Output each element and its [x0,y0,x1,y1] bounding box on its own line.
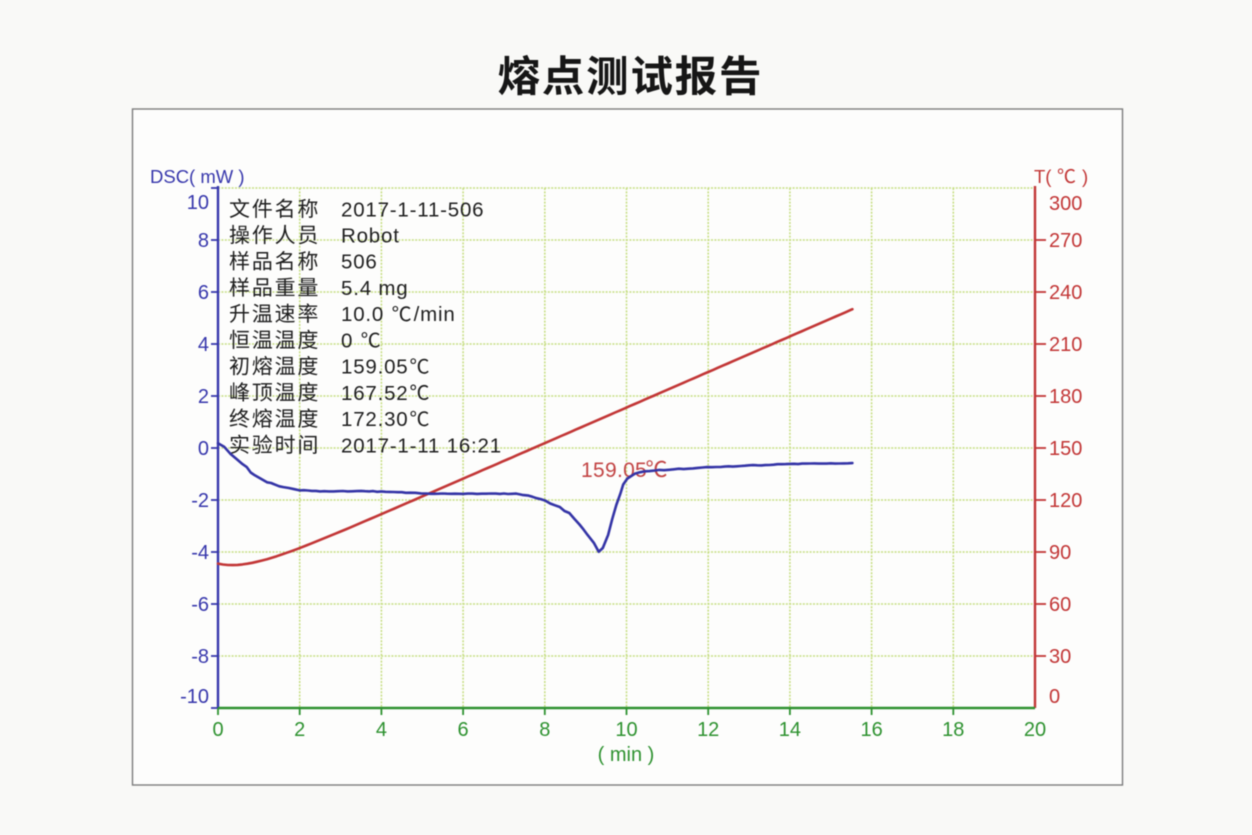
svg-text:8: 8 [539,719,550,741]
svg-text:240: 240 [1049,282,1082,304]
svg-text:DSC( mW ): DSC( mW ) [150,166,245,187]
svg-text:150: 150 [1049,438,1082,460]
svg-text:4: 4 [376,719,387,741]
svg-text:2017-1-11-506: 2017-1-11-506 [341,198,484,221]
svg-text:5.4 mg: 5.4 mg [341,277,408,300]
svg-text:16: 16 [860,719,882,741]
svg-text:167.52: 167.52 [341,382,409,405]
svg-text:-2: -2 [191,490,209,512]
svg-text:0: 0 [198,438,209,460]
svg-text:14: 14 [779,719,801,741]
svg-text:20: 20 [1024,719,1046,741]
svg-text:( min ): ( min ) [598,744,655,766]
svg-text:12: 12 [697,719,719,741]
svg-text:-6: -6 [191,594,209,616]
svg-text:0: 0 [212,719,223,741]
svg-text:-10: -10 [180,686,209,708]
svg-text:120: 120 [1049,490,1082,512]
svg-text:159.05: 159.05 [341,356,409,379]
svg-text:6: 6 [198,282,209,304]
svg-text:90: 90 [1049,542,1071,564]
svg-text:8: 8 [198,230,209,252]
svg-text:180: 180 [1049,386,1082,408]
svg-text:-4: -4 [191,542,209,564]
svg-text:/min: /min [414,303,456,326]
svg-text:30: 30 [1049,646,1071,668]
svg-text:2017-1-11 16:21: 2017-1-11 16:21 [341,434,502,457]
svg-text:-8: -8 [191,646,209,668]
svg-text:506: 506 [341,251,378,274]
svg-text:0: 0 [341,329,353,352]
svg-text:6: 6 [458,719,469,741]
svg-text:0: 0 [1049,686,1060,708]
svg-text:Robot: Robot [341,225,400,248]
svg-text:270: 270 [1049,230,1082,252]
svg-text:172.30: 172.30 [341,408,409,431]
svg-text:2: 2 [294,719,305,741]
svg-text:18: 18 [942,719,964,741]
svg-text:10.0: 10.0 [341,303,384,326]
svg-text:210: 210 [1049,334,1082,356]
svg-text:2: 2 [198,386,209,408]
svg-text:300: 300 [1049,193,1082,215]
svg-text:10: 10 [187,192,209,214]
svg-text:4: 4 [198,334,209,356]
svg-text:60: 60 [1049,594,1071,616]
svg-text:10: 10 [615,719,637,741]
svg-text:): ) [1082,166,1088,187]
svg-text:T(: T( [1034,166,1052,187]
svg-text:159.05: 159.05 [581,459,647,482]
